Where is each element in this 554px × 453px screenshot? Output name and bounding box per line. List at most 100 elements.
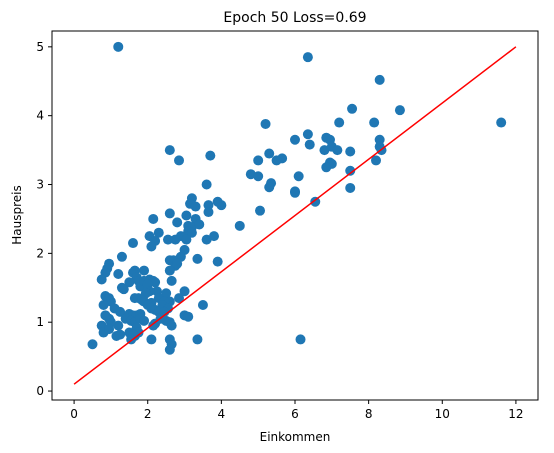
scatter-point [166, 275, 177, 286]
scatter-point [345, 165, 356, 176]
scatter-point [253, 171, 264, 182]
x-tick-label: 8 [365, 407, 373, 421]
scatter-point [369, 117, 380, 128]
scatter-point [98, 300, 109, 310]
scatter-point [203, 200, 214, 211]
scatter-point [153, 227, 164, 238]
scatter-point [183, 311, 194, 322]
regression-line [73, 46, 517, 385]
scatter-point [124, 277, 135, 288]
scatter-point [197, 300, 208, 310]
scatter-point [203, 207, 214, 218]
scatter-point [496, 117, 507, 128]
scatter-point [115, 306, 126, 317]
scatter-point [371, 155, 381, 166]
x-tick-label: 10 [435, 407, 450, 421]
scatter-point [192, 253, 203, 264]
scatter-point [148, 320, 159, 331]
chart-title: Epoch 50 Loss=0.69 [223, 10, 366, 26]
scatter-point [190, 201, 201, 212]
scatter-point [166, 320, 177, 331]
scatter-point [345, 182, 356, 193]
plot-area [73, 41, 517, 385]
x-axis-label: Einkommen [260, 430, 331, 444]
scatter-point [139, 265, 150, 276]
scatter-point [146, 334, 157, 345]
scatter-point [209, 231, 219, 242]
scatter-point [264, 182, 275, 193]
scatter-point [164, 344, 175, 355]
y-tick-label: 1 [36, 315, 44, 329]
scatter-point [334, 117, 345, 128]
scatter-point [96, 274, 107, 285]
scatter-point [394, 105, 405, 116]
scatter-point [162, 234, 173, 245]
y-tick-label: 3 [36, 178, 44, 192]
scatter-point [260, 118, 271, 129]
scatter-point [113, 41, 124, 52]
scatter-point [194, 219, 205, 230]
scatter-point [293, 171, 304, 182]
scatter-point [332, 145, 343, 156]
scatter-point [271, 155, 282, 166]
scatter-point [302, 129, 313, 140]
y-tick-label: 5 [36, 40, 44, 54]
scatter-point [100, 310, 111, 321]
scatter-point [201, 179, 212, 190]
scatter-point [139, 315, 150, 326]
scatter-point [264, 148, 275, 159]
scatter-point [116, 251, 127, 262]
x-tick-label: 0 [70, 407, 78, 421]
x-tick-label: 4 [218, 407, 226, 421]
scatter-point [345, 146, 356, 157]
scatter-point [295, 334, 306, 345]
scatter-point [205, 150, 216, 161]
x-tick-label: 12 [508, 407, 523, 421]
axes-frame [51, 30, 539, 401]
scatter-point [302, 52, 313, 63]
scatter-point [192, 334, 203, 345]
scatter-point [234, 220, 245, 231]
scatter-point [113, 269, 124, 280]
x-tick-label: 2 [144, 407, 152, 421]
scatter-point [310, 196, 321, 207]
scatter-point [146, 241, 157, 252]
scatter-point [374, 134, 385, 145]
scatter-point [179, 286, 190, 297]
scatter-point [164, 208, 175, 219]
scatter-point [170, 234, 181, 245]
scatter-point [164, 265, 175, 276]
y-tick-label: 0 [36, 384, 44, 398]
scatter-point [181, 210, 192, 221]
scatter-point [212, 256, 223, 267]
scatter-point [181, 234, 192, 245]
x-axis-ticks: 0 2 4 6 8 10 12 [70, 400, 524, 421]
scatter-point [347, 103, 358, 114]
scatter-point [290, 187, 300, 198]
scatter-point [164, 145, 175, 156]
scatter-point [172, 217, 183, 228]
scatter-point [172, 258, 183, 269]
scatter-point [253, 155, 264, 166]
scatter-point [255, 205, 266, 216]
scatter-point [304, 139, 315, 150]
scatter-point [290, 134, 300, 145]
x-tick-label: 6 [291, 407, 299, 421]
y-tick-label: 2 [36, 246, 44, 260]
y-axis-ticks: 0 1 2 3 4 5 [36, 40, 52, 398]
scatter-point [148, 213, 159, 224]
scatter-point [321, 162, 332, 173]
scatter-point [118, 284, 129, 295]
scatter-point [216, 200, 227, 211]
scatter-point [87, 339, 98, 350]
scatter-point [186, 227, 197, 238]
y-axis-label: Hauspreis [10, 185, 24, 245]
scatter-point [174, 155, 185, 166]
scatter-point [104, 324, 115, 335]
scatter-point [161, 288, 172, 299]
scatter-point [128, 238, 138, 249]
y-tick-label: 4 [36, 109, 44, 123]
scatter-point [115, 329, 126, 340]
